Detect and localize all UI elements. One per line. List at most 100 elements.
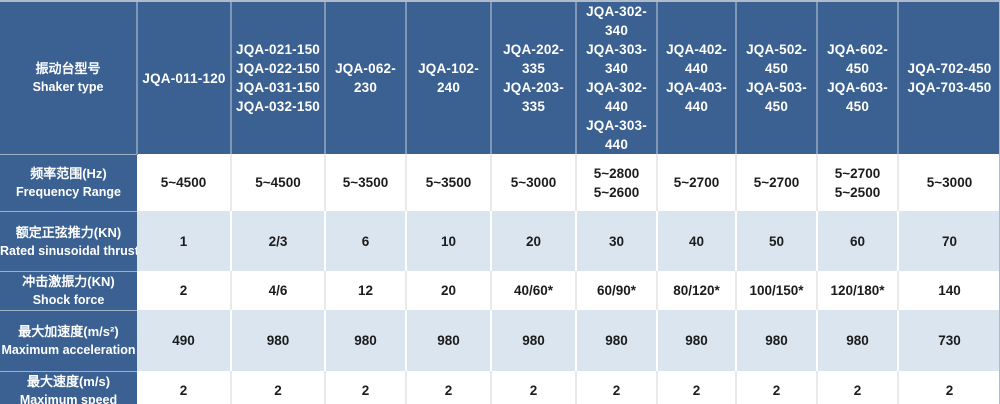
cell-value: 100/150* — [749, 283, 804, 298]
model-list: JQA-102-240 — [418, 61, 479, 95]
data-cell: 80/120* — [657, 271, 737, 310]
cell-value: 60/90* — [596, 283, 637, 298]
data-cell: 980 — [491, 310, 577, 371]
frequency-range-row: 频率范围(Hz) Frequency Range 5~4500 5~4500 5… — [0, 154, 999, 212]
cell-value: 2 — [179, 283, 188, 298]
model-column-4: JQA-102-240 — [406, 2, 492, 154]
row-label-en: Shock force — [32, 293, 105, 307]
shaker-type-label-en: Shaker type — [32, 80, 104, 95]
model-column-3: JQA-062-230 — [325, 2, 407, 154]
cell-value: 2 — [945, 382, 954, 398]
cell-value: 2 — [179, 382, 188, 398]
cell-value: 980 — [605, 333, 628, 348]
data-cell: 980 — [231, 310, 326, 371]
cell-value: 5~3000 — [926, 175, 973, 190]
data-cell: 20 — [406, 271, 492, 310]
shock-force-row: 冲击激振力(KN) Shock force 2 4/6 12 20 40/60*… — [0, 271, 999, 311]
max-speed-label-cell: 最大速度(m/s) Maximum speed — [0, 371, 137, 404]
cell-value: 2 — [444, 382, 453, 398]
cell-value: 980 — [846, 333, 869, 348]
cell-value: 2 — [274, 382, 282, 398]
data-cell: 2 — [137, 271, 232, 310]
data-cell: 2 — [231, 371, 326, 404]
data-cell: 2 — [898, 371, 999, 404]
data-cell: 2 — [576, 371, 658, 404]
data-cell: 980 — [406, 310, 492, 371]
shock-force-label-cell: 冲击激振力(KN) Shock force — [0, 271, 137, 311]
model-column-8: JQA-502-450 JQA-503-450 — [736, 2, 818, 154]
row-label-cn: 额定正弦推力(KN) — [15, 224, 122, 240]
rated-thrust-row: 额定正弦推力(KN) Rated sinusoidal thrust 1 2/3… — [0, 211, 999, 272]
cell-value: 2 — [853, 382, 862, 398]
row-label-cn: 最大加速度(m/s²) — [18, 324, 119, 339]
model-list: JQA-402-440 JQA-403-440 — [666, 42, 727, 114]
cell-value: 40 — [688, 233, 705, 249]
cell-value: 5~4500 — [160, 175, 207, 190]
row-label-cn: 频率范围(Hz) — [30, 166, 107, 181]
data-cell: 12 — [325, 271, 407, 310]
data-cell: 2 — [817, 371, 899, 404]
row-label-en: Rated sinusoidal thrust — [0, 243, 137, 258]
row-label-cn: 冲击激振力(KN) — [22, 274, 115, 289]
data-cell: 140 — [898, 271, 999, 310]
data-cell: 60 — [817, 211, 899, 271]
row-label-en: Maximum acceleration — [1, 343, 136, 357]
model-list: JQA-502-450 JQA-503-450 — [746, 42, 807, 114]
data-cell: 980 — [736, 310, 818, 371]
data-cell: 50 — [736, 211, 818, 271]
cell-value: 5~2700 5~2500 — [834, 165, 881, 200]
cell-value: 5~4500 — [255, 175, 301, 190]
cell-value: 5~2800 5~2600 — [593, 165, 640, 200]
cell-value: 5~3500 — [342, 175, 389, 190]
header-row: 振动台型号 Shaker type JQA-011-120 JQA-021-15… — [0, 2, 999, 155]
row-label-en: Frequency Range — [16, 185, 121, 199]
data-cell: 2 — [736, 371, 818, 404]
model-list: JQA-302-340 JQA-303-340 JQA-302-440 JQA-… — [586, 4, 647, 152]
data-cell: 2 — [491, 371, 577, 404]
model-list: JQA-062-230 — [335, 61, 396, 95]
data-cell: 40/60* — [491, 271, 577, 310]
cell-value: 70 — [941, 233, 958, 249]
data-cell: 980 — [657, 310, 737, 371]
model-list: JQA-602-450 JQA-603-450 — [827, 42, 888, 114]
cell-value: 140 — [938, 283, 961, 298]
model-column-9: JQA-602-450 JQA-603-450 — [817, 2, 899, 154]
data-cell: 2 — [137, 371, 232, 404]
cell-value: 10 — [440, 233, 457, 249]
max-acceleration-row: 最大加速度(m/s²) Maximum acceleration 490 980… — [0, 310, 999, 372]
data-cell: 4/6 — [231, 271, 326, 310]
data-cell: 5~4500 — [137, 154, 232, 211]
data-cell: 5~2700 — [657, 154, 737, 211]
data-cell: 5~2700 5~2500 — [817, 154, 899, 211]
data-cell: 980 — [817, 310, 899, 371]
cell-value: 980 — [437, 333, 460, 348]
cell-value: 120/180* — [830, 283, 885, 298]
data-cell: 120/180* — [817, 271, 899, 310]
shaker-type-header-cell: 振动台型号 Shaker type — [0, 2, 138, 155]
data-cell: 6 — [325, 211, 407, 271]
data-cell: 2 — [657, 371, 737, 404]
cell-value: 730 — [938, 333, 961, 348]
cell-value: 50 — [768, 233, 785, 249]
cell-value: 980 — [266, 333, 290, 348]
data-cell: 490 — [137, 310, 232, 371]
cell-value: 6 — [361, 233, 370, 249]
cell-value: 20 — [525, 233, 542, 249]
data-cell: 5~2700 — [736, 154, 818, 211]
model-list: JQA-702-450 JQA-703-450 — [907, 61, 992, 95]
cell-value: 2 — [529, 382, 538, 398]
data-cell: 100/150* — [736, 271, 818, 310]
data-cell: 730 — [898, 310, 999, 371]
cell-value: 980 — [354, 333, 377, 348]
row-label-en: Maximum speed — [19, 392, 118, 404]
cell-value: 20 — [440, 283, 457, 298]
data-cell: 30 — [576, 211, 658, 271]
max-acceleration-label-cell: 最大加速度(m/s²) Maximum acceleration — [0, 310, 137, 372]
cell-value: 5~3500 — [425, 175, 472, 190]
model-column-6: JQA-302-340 JQA-303-340 JQA-302-440 JQA-… — [576, 2, 658, 154]
model-list: JQA-202-335 JQA-203-335 — [503, 42, 564, 114]
data-cell: 2/3 — [231, 211, 326, 271]
model-list: JQA-021-150 JQA-022-150 JQA-031-150 JQA-… — [236, 42, 320, 114]
cell-value: 5~3000 — [510, 175, 557, 190]
